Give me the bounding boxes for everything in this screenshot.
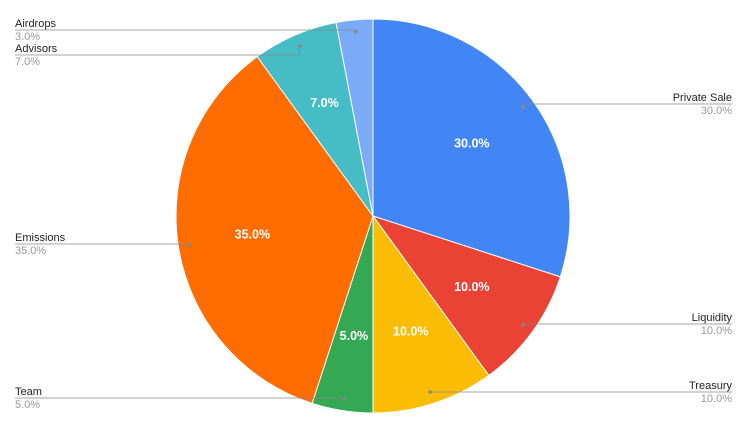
legend-name: Treasury	[689, 380, 732, 392]
pie-slice	[372, 18, 571, 278]
legend-percent: 35.0%	[15, 245, 46, 257]
slice-label: 10.0%	[454, 280, 489, 294]
legend-name: Team	[15, 386, 42, 398]
leader-dot	[353, 29, 358, 34]
pie-slice	[372, 214, 490, 414]
slice-label: 5.0%	[340, 329, 369, 343]
slice-label: 30.0%	[454, 137, 489, 151]
slice-label: 10.0%	[393, 324, 428, 338]
legend-name: Advisors	[15, 43, 58, 55]
pie-slice	[335, 18, 374, 217]
leader-line	[15, 397, 345, 399]
legend-percent: 30.0%	[701, 105, 732, 117]
leader-dot	[521, 323, 525, 327]
leader-dot	[342, 397, 346, 401]
slice-label: 35.0%	[235, 227, 270, 241]
legend-percent: 10.0%	[701, 393, 732, 405]
legend-name: Private Sale	[673, 92, 732, 104]
legend-name: Emissions	[15, 232, 66, 244]
pie-slice	[371, 215, 561, 377]
legend-name: Airdrops	[15, 18, 56, 30]
legend-percent: 3.0%	[15, 31, 40, 43]
legend-percent: 5.0%	[15, 399, 40, 411]
legend-percent: 7.0%	[15, 56, 40, 68]
leader-dot	[297, 44, 302, 48]
leader-line	[15, 46, 300, 56]
leader-dot	[521, 105, 525, 109]
pie-slice	[175, 55, 374, 404]
leader-dot	[428, 390, 433, 394]
leader-dot	[188, 243, 192, 247]
legend-percent: 10.0%	[701, 325, 732, 337]
slice-label: 7.0%	[310, 96, 339, 110]
legend-name: Liquidity	[692, 312, 733, 324]
